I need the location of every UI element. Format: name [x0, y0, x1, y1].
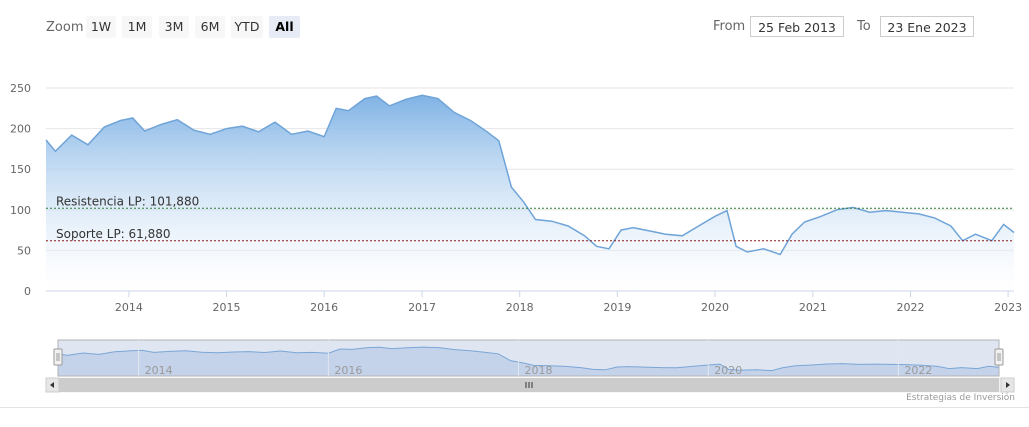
navigator-tick-label: 2018	[524, 364, 552, 377]
annotation-label: Resistencia LP: 101,880	[56, 194, 199, 208]
x-tick-label: 2014	[115, 301, 143, 314]
to-label: To	[857, 19, 871, 34]
x-tick-label: 2020	[701, 301, 729, 314]
annotations: Resistencia LP: 101,880 Soporte LP: 61,88…	[46, 194, 1014, 242]
navigator[interactable]: 2014 2016 2018 2020 2022	[53, 339, 1004, 377]
credits[interactable]: Estrategias de Inversión	[906, 393, 1015, 403]
navigator-area	[58, 347, 999, 376]
arrow-left-icon	[50, 382, 54, 388]
arrow-right-icon	[1006, 382, 1010, 388]
bottom-divider	[0, 407, 1029, 408]
handle-grip	[994, 348, 1004, 366]
y-tick-label: 0	[24, 285, 31, 298]
zoom-all-button[interactable]: All	[269, 16, 300, 38]
zoom-label: Zoom	[46, 20, 84, 35]
series-line	[45, 94, 1015, 256]
stock-chart: 0 50 100 150 200 250 Resistencia LP: 101,880 S…	[10, 82, 1022, 393]
zoom-3m-button[interactable]: 3M	[159, 16, 189, 38]
scrollbar[interactable]	[45, 377, 1015, 393]
y-tick-label: 150	[10, 163, 31, 176]
y-tick-label: 50	[17, 244, 31, 257]
navigator-tick-label: 2014	[145, 364, 173, 377]
zoom-1w-button[interactable]: 1W	[86, 16, 116, 38]
zoom-1m-button[interactable]: 1M	[122, 16, 152, 38]
x-tick-label: 2019	[603, 301, 631, 314]
to-date-input[interactable]: 23 Ene 2023	[880, 16, 974, 37]
x-tick-label: 2018	[506, 301, 534, 314]
annotation-label: Soporte LP: 61,880	[56, 227, 171, 241]
x-tick-label: 2015	[213, 301, 241, 314]
x-tick-label: 2021	[799, 301, 827, 314]
navigator-left-handle[interactable]	[53, 348, 63, 366]
x-axis: 2014 2015 2016 2017 2018 2019 2020 2021 2022 2023	[46, 290, 1022, 314]
zoom-ytd-button[interactable]: YTD	[231, 16, 263, 38]
y-tick-label: 200	[10, 123, 31, 136]
x-tick-label: 2017	[408, 301, 436, 314]
navigator-tick-label: 2022	[904, 364, 932, 377]
from-date-input[interactable]: 25 Feb 2013	[750, 16, 844, 37]
handle-grip	[53, 348, 63, 366]
series-area	[46, 95, 1014, 291]
y-tick-label: 100	[10, 204, 31, 217]
y-axis: 0 50 100 150 200 250	[10, 82, 31, 298]
navigator-tick-label: 2020	[714, 364, 742, 377]
x-tick-label: 2023	[994, 301, 1022, 314]
x-tick-label: 2022	[896, 301, 924, 314]
navigator-line	[57, 346, 1000, 372]
x-tick-label: 2016	[310, 301, 338, 314]
from-label: From	[713, 19, 746, 34]
y-tick-label: 250	[10, 82, 31, 95]
toolbar: Zoom 1W 1M 3M 6M YTD All From 25 Feb 201…	[0, 0, 1029, 50]
navigator-right-handle[interactable]	[994, 348, 1004, 366]
navigator-tick-label: 2016	[334, 364, 362, 377]
zoom-6m-button[interactable]: 6M	[195, 16, 225, 38]
